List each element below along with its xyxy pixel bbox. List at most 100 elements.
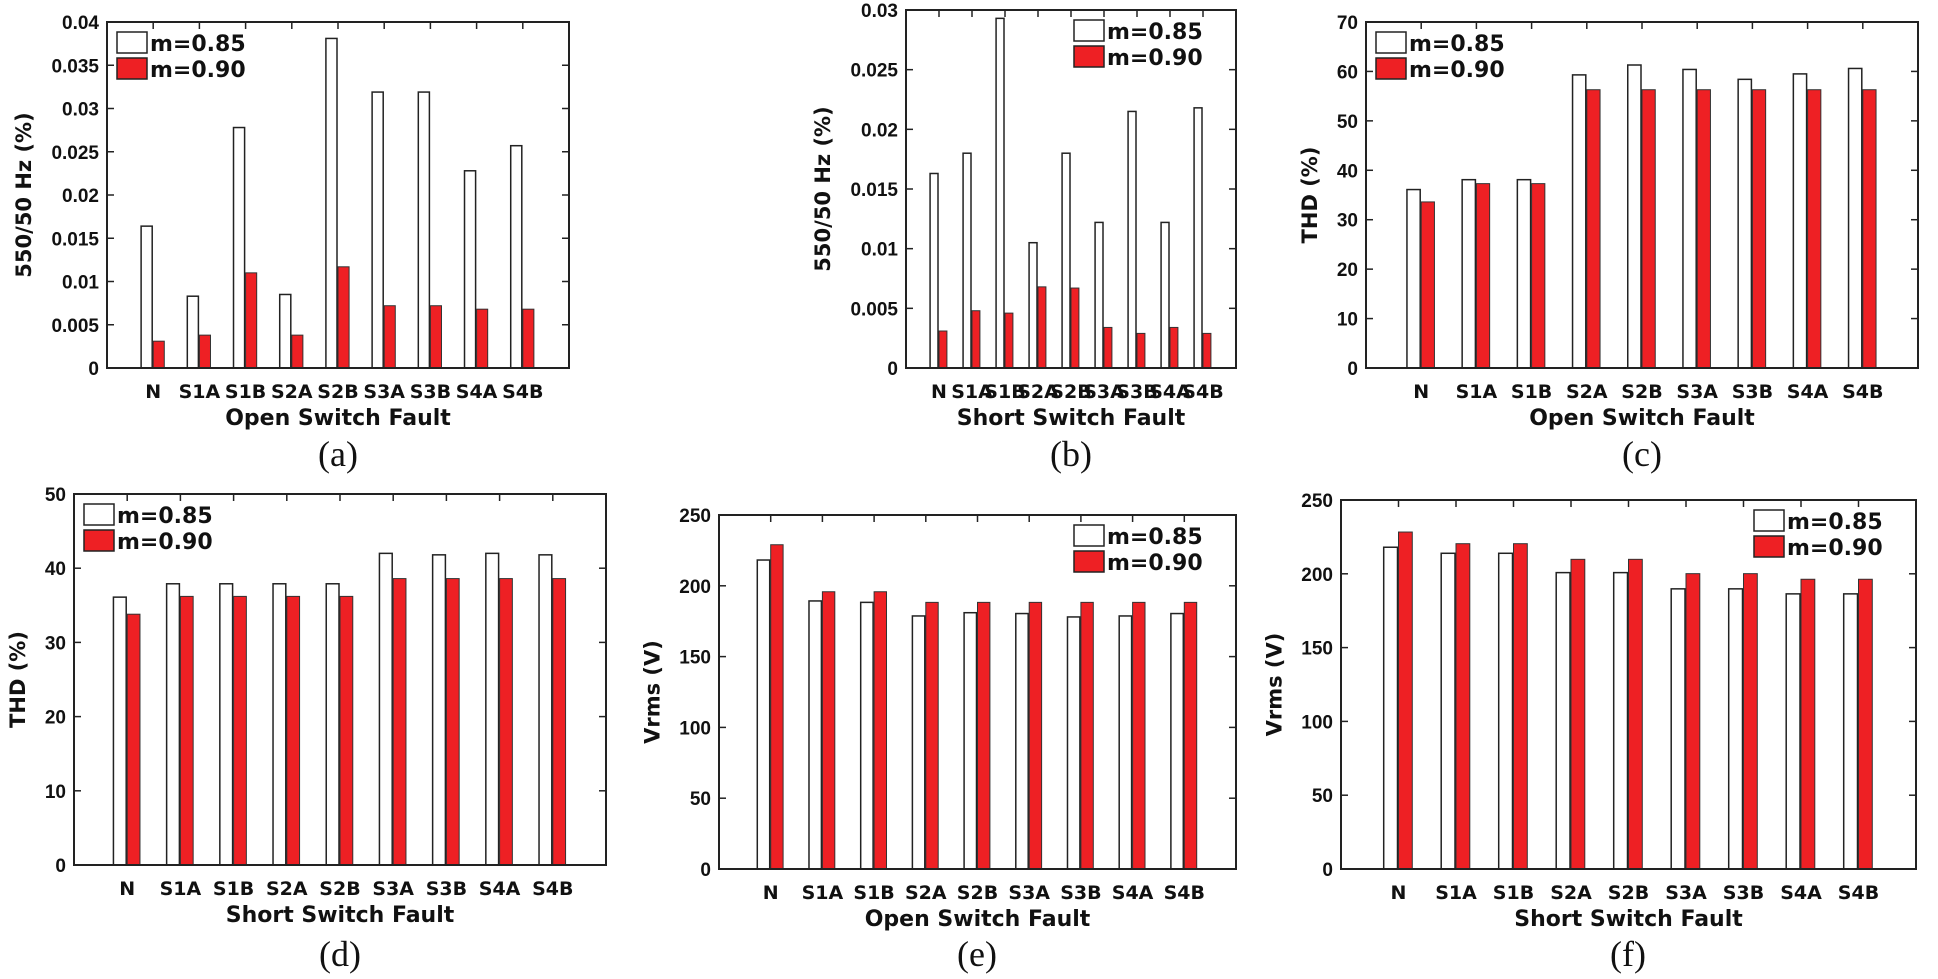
x-axis-label: Short Switch Fault — [957, 406, 1186, 431]
bar-m090 — [821, 591, 836, 870]
bar-m085 — [1612, 571, 1629, 870]
bar-m085 — [485, 552, 500, 866]
legend-label: m=0.85 — [1107, 525, 1203, 550]
bar-m085 — [1461, 178, 1477, 369]
bar-m085 — [1792, 73, 1808, 369]
bar-m090 — [971, 310, 981, 369]
y-tick-label: 60 — [1337, 62, 1358, 83]
y-tick-label: 0.01 — [62, 273, 99, 294]
legend-swatch — [1375, 57, 1407, 80]
caption-d: (d) — [319, 934, 361, 974]
bar-m085 — [1061, 152, 1071, 369]
x-tick-label: S4B — [1164, 882, 1205, 904]
y-tick-label: 50 — [690, 789, 711, 810]
x-axis-label: Short Switch Fault — [1514, 907, 1743, 932]
bar-m090 — [1183, 601, 1198, 870]
y-tick-label: 0.03 — [62, 100, 99, 121]
x-tick-label: S1A — [1435, 882, 1477, 904]
legend-label: m=0.90 — [150, 58, 246, 83]
x-tick-label: S2A — [266, 878, 308, 900]
y-axis-label: THD (%) — [1298, 147, 1322, 244]
y-tick-label: 200 — [1301, 565, 1333, 586]
x-tick-label: S1B — [853, 882, 894, 904]
x-tick-label: S2B — [1050, 381, 1091, 403]
x-tick-label: N — [931, 381, 947, 403]
x-tick-label: S2B — [1621, 381, 1662, 403]
chart-d: 0 10 20 30 40 50 N S1A S1B S2A S2B S3A S3B S4A S4B Shor… — [6, 485, 607, 928]
bar-m090 — [126, 613, 141, 866]
x-tick-label: N — [1413, 381, 1429, 403]
chart-f: 0 50 100 150 200 250 N S1A S1B S2A S2B S3A S3B S4A S4B… — [1262, 491, 1917, 932]
bar-m090 — [198, 334, 211, 369]
bar-m085 — [186, 295, 200, 369]
x-tick-label: S4A — [1787, 381, 1829, 403]
bar-m085 — [1627, 64, 1642, 369]
bar-m090 — [1037, 286, 1047, 369]
x-tick-label: S3A — [1665, 882, 1707, 904]
y-tick-label: 40 — [1337, 161, 1358, 182]
x-tick-label: S1B — [213, 878, 254, 900]
bar-m090 — [179, 595, 194, 866]
y-axis-label: Vrms (V) — [1262, 633, 1286, 737]
x-tick-label: S2B — [319, 878, 360, 900]
x-tick-label: S1A — [802, 882, 844, 904]
bar-m090 — [770, 544, 784, 870]
x-tick-label: S3B — [410, 381, 451, 403]
y-tick-label: 0 — [55, 856, 66, 877]
x-tick-label: S3B — [1732, 381, 1773, 403]
bar-m090 — [1028, 601, 1043, 870]
y-tick-label: 0.005 — [850, 299, 898, 320]
bar-m090 — [1628, 558, 1643, 870]
legend-label: m=0.85 — [1107, 20, 1203, 45]
y-tick-label: 40 — [45, 559, 66, 580]
bar-m085 — [1682, 68, 1697, 369]
y-tick-label: 30 — [1337, 211, 1358, 232]
x-tick-label: S1B — [1511, 381, 1552, 403]
bar-m090 — [476, 308, 489, 369]
bar-m090 — [1807, 89, 1822, 369]
legend-swatch — [1073, 524, 1105, 547]
caption-f: (f) — [1610, 934, 1646, 974]
y-tick-label: 0.015 — [850, 180, 898, 201]
y-tick-label: 150 — [679, 648, 711, 669]
plot-frame — [718, 514, 1237, 870]
bar-m090 — [233, 595, 247, 866]
legend-swatch — [83, 529, 115, 552]
bar-m085 — [1193, 107, 1203, 369]
y-tick-label: 10 — [1337, 310, 1358, 331]
y-tick-label: 250 — [1301, 491, 1333, 512]
legend-swatch — [83, 503, 115, 526]
x-tick-label: S3B — [1723, 882, 1764, 904]
x-tick-label: S2A — [1550, 882, 1592, 904]
caption-e: (e) — [957, 934, 997, 974]
bar-m090 — [383, 305, 396, 369]
x-tick-label: N — [1391, 882, 1407, 904]
y-tick-label: 20 — [1337, 260, 1358, 281]
bar-m085 — [995, 17, 1005, 369]
legend-label: m=0.90 — [1107, 46, 1203, 71]
bar-m090 — [291, 334, 304, 369]
legend-label: m=0.90 — [117, 530, 213, 555]
bar-m090 — [1586, 89, 1601, 369]
bar-m085 — [756, 559, 771, 870]
x-tick-label: S4B — [1842, 381, 1883, 403]
y-tick-label: 70 — [1337, 13, 1358, 34]
x-axis-label: Open Switch Fault — [1529, 406, 1755, 431]
bar-m085 — [1094, 221, 1104, 369]
x-tick-label: S4A — [1780, 882, 1822, 904]
x-tick-label: S3B — [426, 878, 467, 900]
bar-m090 — [938, 330, 948, 369]
legend-label: m=0.90 — [1787, 536, 1883, 561]
y-tick-label: 250 — [679, 506, 711, 527]
x-tick-label: S4B — [1182, 381, 1223, 403]
bar-m085 — [1406, 188, 1421, 369]
bar-m090 — [429, 305, 442, 369]
bar-m090 — [1132, 601, 1146, 870]
bar-m085 — [1516, 178, 1532, 369]
bar-m090 — [1751, 89, 1767, 369]
y-tick-label: 0 — [88, 359, 99, 380]
x-tick-label: S4A — [1149, 381, 1191, 403]
bar-m085 — [962, 152, 972, 369]
y-tick-label: 50 — [1312, 786, 1333, 807]
y-tick-label: 200 — [679, 577, 711, 598]
